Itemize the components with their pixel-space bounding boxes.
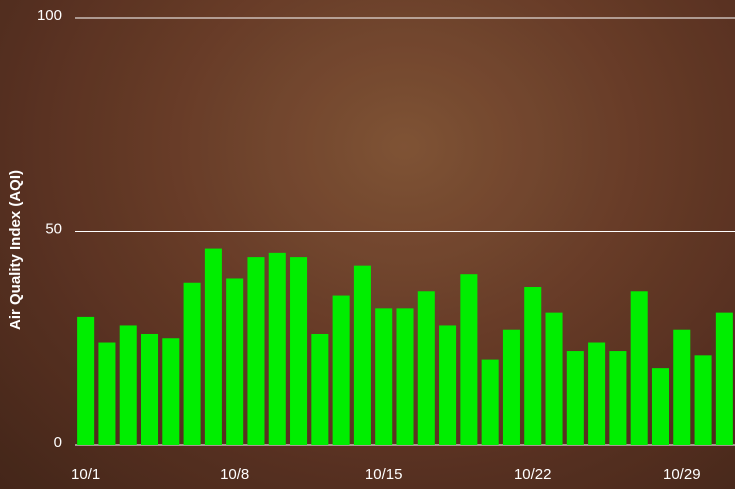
bar: [503, 330, 520, 445]
x-tick-label: 10/22: [514, 466, 552, 483]
x-tick-label: 10/8: [220, 466, 249, 483]
bar: [269, 253, 286, 445]
bar: [418, 291, 435, 445]
bar: [588, 343, 605, 445]
page: Air Quality Index (AQI) 0 50 100 10/1 10/8 10…: [0, 0, 735, 489]
bar: [98, 343, 115, 445]
bar: [609, 351, 626, 445]
bar: [77, 317, 94, 445]
bar: [396, 308, 413, 445]
y-tick-label: 100: [37, 7, 62, 24]
y-axis-title: Air Quality Index (AQI): [7, 170, 24, 330]
x-tick-label: 10/1: [71, 466, 100, 483]
bar: [546, 313, 563, 445]
bar: [439, 325, 456, 445]
bar: [695, 355, 712, 445]
bar: [247, 257, 264, 445]
bar: [482, 360, 499, 445]
bar: [631, 291, 648, 445]
bar: [524, 287, 541, 445]
y-tick-label: 0: [54, 434, 62, 451]
bar: [333, 296, 350, 445]
x-tick-label: 10/29: [663, 466, 701, 483]
bar: [205, 249, 222, 445]
bar: [375, 308, 392, 445]
bar: [120, 325, 137, 445]
bar: [673, 330, 690, 445]
chart: Air Quality Index (AQI) 0 50 100 10/1 10/8 10…: [0, 0, 735, 489]
bar: [311, 334, 328, 445]
bar: [162, 338, 179, 445]
x-tick-label: 10/15: [365, 466, 403, 483]
bar: [460, 274, 477, 445]
bar: [567, 351, 584, 445]
bar: [184, 283, 201, 445]
bar: [354, 266, 371, 445]
bar: [652, 368, 669, 445]
bar: [226, 278, 243, 445]
bar: [141, 334, 158, 445]
y-tick-label: 50: [45, 220, 62, 237]
bar: [290, 257, 307, 445]
bar: [716, 313, 733, 445]
